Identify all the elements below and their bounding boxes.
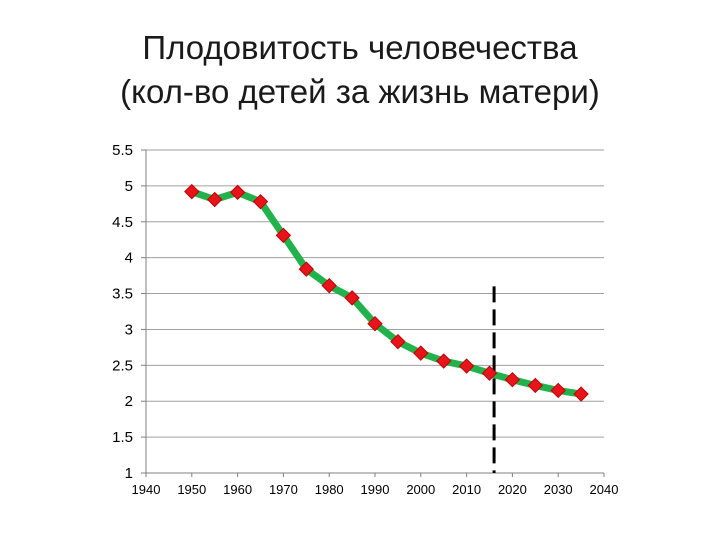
y-tick-label: 2 xyxy=(125,393,133,410)
y-tick-label: 4.5 xyxy=(112,214,133,231)
y-tick-label: 3 xyxy=(125,321,133,338)
data-point xyxy=(458,358,475,374)
y-tick-label: 3.5 xyxy=(112,286,133,303)
x-tick-label: 1940 xyxy=(132,482,161,497)
data-point xyxy=(367,315,383,332)
data-point xyxy=(229,184,246,201)
data-point xyxy=(435,353,452,369)
x-tick-label: 1990 xyxy=(361,482,390,497)
data-point xyxy=(321,277,337,294)
y-tick-label: 4 xyxy=(125,250,133,267)
x-tick-label: 2040 xyxy=(590,482,619,497)
x-tick-labels: 1940 1950 1960 1970 1980 1990 2000 2010 2020 2030… xyxy=(132,482,619,497)
data-point xyxy=(344,290,360,306)
x-tick-label: 2030 xyxy=(544,482,573,497)
data-point xyxy=(390,333,406,350)
gridlines xyxy=(146,149,604,438)
data-point xyxy=(298,261,315,277)
x-tick-label: 1960 xyxy=(223,482,252,497)
data-point xyxy=(573,386,589,402)
data-point xyxy=(413,345,429,361)
series xyxy=(184,183,589,402)
data-point xyxy=(275,227,292,244)
data-point xyxy=(206,191,223,208)
x-tick-label: 1950 xyxy=(177,482,206,497)
x-tick-label: 1980 xyxy=(315,482,344,497)
y-tick-label: 1.5 xyxy=(112,429,133,446)
x-tick-label: 2000 xyxy=(406,482,435,497)
data-point xyxy=(481,365,498,381)
data-point xyxy=(252,193,269,210)
x-tick-label: 2010 xyxy=(452,482,481,497)
y-tick-label: 1 xyxy=(125,465,133,482)
data-point xyxy=(527,377,544,394)
data-point xyxy=(550,382,566,399)
x-tick-label: 1970 xyxy=(269,482,298,497)
chart-title: Плодовитость человечества (кол-во детей … xyxy=(0,26,720,114)
chart-title-line1: Плодовитость человечества xyxy=(142,29,578,66)
y-tick-label: 5 xyxy=(125,178,133,195)
y-tick-labels: 5.5 5 4.5 4 3.5 3 2.5 2 1.5 1 xyxy=(112,142,133,482)
axes xyxy=(141,149,605,477)
x-tick-label: 2020 xyxy=(498,482,527,497)
data-point xyxy=(504,371,521,388)
data-point xyxy=(184,183,200,200)
chart-title-line2: (кол-во детей за жизнь матери) xyxy=(120,73,600,110)
y-tick-label: 5.5 xyxy=(112,142,133,159)
y-tick-label: 2.5 xyxy=(112,357,133,374)
